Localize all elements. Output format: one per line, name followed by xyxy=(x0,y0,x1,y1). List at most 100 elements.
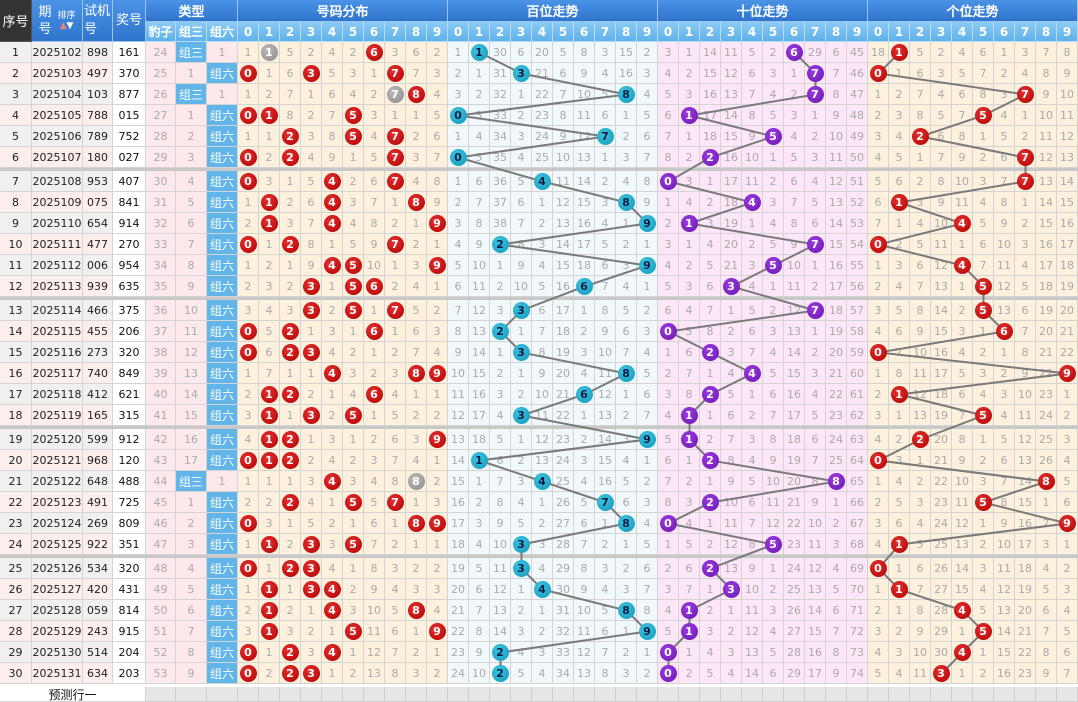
forecast-cell[interactable] xyxy=(343,687,364,702)
units-cell: 16 xyxy=(1057,213,1078,234)
units-cell: 1 xyxy=(952,621,973,642)
number-ball: 2 xyxy=(281,235,299,253)
forecast-cell[interactable] xyxy=(1036,687,1057,702)
forecast-cell[interactable] xyxy=(448,687,469,702)
hundreds-cell: 12 xyxy=(553,192,574,213)
tens-cell: 69 xyxy=(847,558,868,579)
type-miss-count: 40 xyxy=(146,384,176,405)
dist-cell: 7 xyxy=(385,63,406,84)
row-seq: 3 xyxy=(0,84,32,105)
forecast-cell[interactable] xyxy=(637,687,658,702)
forecast-cell[interactable] xyxy=(931,687,952,702)
hundreds-cell: 9 xyxy=(469,234,490,255)
forecast-cell[interactable] xyxy=(889,687,910,702)
forecast-cell[interactable] xyxy=(952,687,973,702)
hundreds-cell: 11 xyxy=(448,384,469,405)
forecast-cell[interactable] xyxy=(868,687,889,702)
dist-cell: 8 xyxy=(406,513,427,534)
tens-cell: 2 xyxy=(679,663,700,684)
dist-cell: 5 xyxy=(343,255,364,276)
forecast-cell[interactable] xyxy=(574,687,595,702)
forecast-cell[interactable] xyxy=(826,687,847,702)
forecast-cell[interactable] xyxy=(847,687,868,702)
forecast-cell[interactable] xyxy=(176,687,207,702)
header-tens-digit-6: 6 xyxy=(784,22,805,42)
hundreds-cell: 8 xyxy=(595,663,616,684)
forecast-cell[interactable] xyxy=(553,687,574,702)
forecast-cell[interactable] xyxy=(700,687,721,702)
hundreds-cell: 1 xyxy=(490,255,511,276)
forecast-cell[interactable] xyxy=(721,687,742,702)
units-cell: 11 xyxy=(952,192,973,213)
number-ball: 1 xyxy=(260,601,278,619)
hundreds-cell: 3 xyxy=(616,663,637,684)
number-ball: 5 xyxy=(344,535,362,553)
units-cell: 4 xyxy=(910,213,931,234)
forecast-cell[interactable] xyxy=(301,687,322,702)
hundreds-cell: 3 xyxy=(637,321,658,342)
tens-cell: 5 xyxy=(763,534,784,555)
units-cell: 8 xyxy=(994,492,1015,513)
forecast-cell[interactable] xyxy=(532,687,553,702)
hundreds-cell: 9 xyxy=(553,126,574,147)
tens-cell: 6 xyxy=(826,600,847,621)
units-cell: 1 xyxy=(868,84,889,105)
units-cell: 6 xyxy=(994,450,1015,471)
forecast-cell[interactable] xyxy=(595,687,616,702)
row-issue: 2025108 xyxy=(32,171,83,192)
forecast-cell[interactable] xyxy=(910,687,931,702)
units-cell: 8 xyxy=(910,600,931,621)
forecast-cell[interactable] xyxy=(763,687,784,702)
forecast-cell[interactable] xyxy=(280,687,301,702)
forecast-cell[interactable] xyxy=(238,687,259,702)
forecast-cell[interactable] xyxy=(385,687,406,702)
forecast-cell[interactable] xyxy=(658,687,679,702)
dist-cell: 2 xyxy=(385,213,406,234)
number-ball: 1 xyxy=(470,451,488,469)
units-cell: 3 xyxy=(910,492,931,513)
forecast-cell[interactable] xyxy=(364,687,385,702)
forecast-cell[interactable] xyxy=(469,687,490,702)
forecast-cell[interactable] xyxy=(742,687,763,702)
row-test-number: 788 xyxy=(83,105,113,126)
type-tag: 组六 xyxy=(207,255,238,276)
row-issue: 2025131 xyxy=(32,663,83,684)
hundreds-cell: 3 xyxy=(469,513,490,534)
units-cell: 3 xyxy=(1036,534,1057,555)
number-ball: 7 xyxy=(806,85,824,103)
units-cell: 8 xyxy=(910,105,931,126)
hundreds-cell: 1 xyxy=(532,192,553,213)
header-issue[interactable]: 期号 排序 ▲▼ xyxy=(32,0,83,42)
units-cell: 11 xyxy=(994,255,1015,276)
forecast-cell[interactable] xyxy=(207,687,238,702)
units-cell: 15 xyxy=(1015,492,1036,513)
units-cell: 4 xyxy=(973,579,994,600)
forecast-cell[interactable] xyxy=(427,687,448,702)
forecast-cell[interactable] xyxy=(490,687,511,702)
units-cell: 3 xyxy=(889,450,910,471)
forecast-cell[interactable] xyxy=(259,687,280,702)
tens-cell: 9 xyxy=(742,126,763,147)
forecast-cell[interactable] xyxy=(1057,687,1078,702)
dist-cell: 2 xyxy=(322,405,343,426)
forecast-cell[interactable] xyxy=(146,687,176,702)
dist-cell: 1 xyxy=(301,84,322,105)
forecast-cell[interactable] xyxy=(973,687,994,702)
forecast-cell[interactable] xyxy=(616,687,637,702)
units-cell: 12 xyxy=(931,255,952,276)
forecast-cell[interactable] xyxy=(406,687,427,702)
forecast-cell[interactable] xyxy=(511,687,532,702)
tens-cell: 14 xyxy=(742,663,763,684)
forecast-cell[interactable] xyxy=(322,687,343,702)
sort-button[interactable]: 排序 ▲▼ xyxy=(57,11,75,31)
type-tag: 组六 xyxy=(207,363,238,384)
forecast-cell[interactable] xyxy=(679,687,700,702)
forecast-cell[interactable] xyxy=(784,687,805,702)
hundreds-cell: 2 xyxy=(637,663,658,684)
number-ball: 0 xyxy=(659,172,677,190)
forecast-cell[interactable] xyxy=(994,687,1015,702)
number-ball: 0 xyxy=(659,322,677,340)
hundreds-cell: 6 xyxy=(595,255,616,276)
forecast-cell[interactable] xyxy=(1015,687,1036,702)
forecast-cell[interactable] xyxy=(805,687,826,702)
